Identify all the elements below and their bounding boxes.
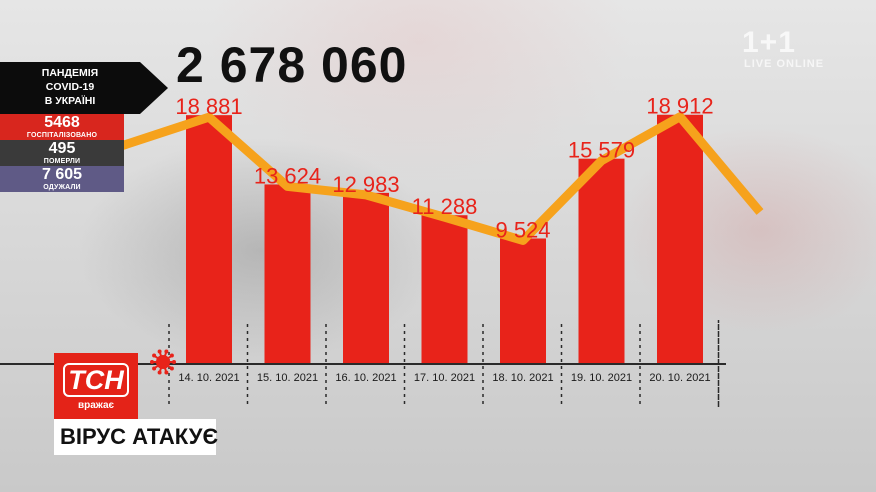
deaths-label: ПОМЕРЛИ xyxy=(43,158,81,165)
channel-logo: ТСН вражає xyxy=(54,353,138,419)
hospitalized-label: ГОСПІТАЛІЗОВАНО xyxy=(26,132,98,139)
bar-5 xyxy=(500,238,546,364)
data-label-7: 18 912 xyxy=(646,94,713,119)
x-tick-label-6: 19. 10. 2021 xyxy=(571,372,632,384)
data-label-2: 13 624 xyxy=(254,163,321,188)
x-tick-label-4: 17. 10. 2021 xyxy=(414,372,475,384)
channel-logo-brand: ТСН xyxy=(63,363,129,397)
panel-title-line-3: В УКРАЇНІ xyxy=(44,95,96,107)
data-label-4: 11 288 xyxy=(412,194,478,219)
bar-7 xyxy=(657,114,703,364)
bar-1 xyxy=(186,115,232,364)
x-tick-label-7: 20. 10. 2021 xyxy=(649,372,710,384)
panel-title: ПАНДЕМІЯ COVID-19 В УКРАЇНІ xyxy=(0,62,168,114)
channel-watermark: 1+1 xyxy=(742,26,796,59)
trend-line xyxy=(116,112,764,245)
recovered-stat: 7 605 ОДУЖАЛИ xyxy=(0,166,124,192)
x-tick-label-5: 18. 10. 2021 xyxy=(492,372,553,384)
virus-icon xyxy=(150,349,176,375)
panel-title-line-2: COVID-19 xyxy=(45,81,95,93)
hospitalized-value: 5468 xyxy=(44,114,80,131)
bar-3 xyxy=(343,192,389,364)
caption-bar: ВІРУС АТАКУЄ xyxy=(54,419,218,455)
bar-4 xyxy=(421,215,468,364)
total-cases: 2 678 060 xyxy=(176,37,408,93)
data-label-3: 12 983 xyxy=(332,172,399,197)
deaths-value: 495 xyxy=(48,140,76,157)
deaths-stat: 495 ПОМЕРЛИ xyxy=(0,140,124,166)
bar-6 xyxy=(578,158,625,364)
data-label-1: 18 881 xyxy=(175,94,242,119)
x-tick-label-1: 14. 10. 2021 xyxy=(178,372,239,384)
recovered-label: ОДУЖАЛИ xyxy=(43,184,81,191)
channel-logo-sub: вражає xyxy=(77,400,115,411)
hospitalized-stat: 5468 ГОСПІТАЛІЗОВАНО xyxy=(0,114,124,140)
recovered-value: 7 605 xyxy=(41,166,83,183)
channel-watermark-sub: LIVE ONLINE xyxy=(744,58,825,70)
x-tick-label-2: 15. 10. 2021 xyxy=(257,372,318,384)
data-label-5: 9 524 xyxy=(495,217,550,242)
x-tick-label-3: 16. 10. 2021 xyxy=(335,372,396,384)
data-label-6: 15 579 xyxy=(568,138,635,163)
bar-2 xyxy=(264,184,311,364)
panel-title-line-1: ПАНДЕМІЯ xyxy=(41,67,99,79)
